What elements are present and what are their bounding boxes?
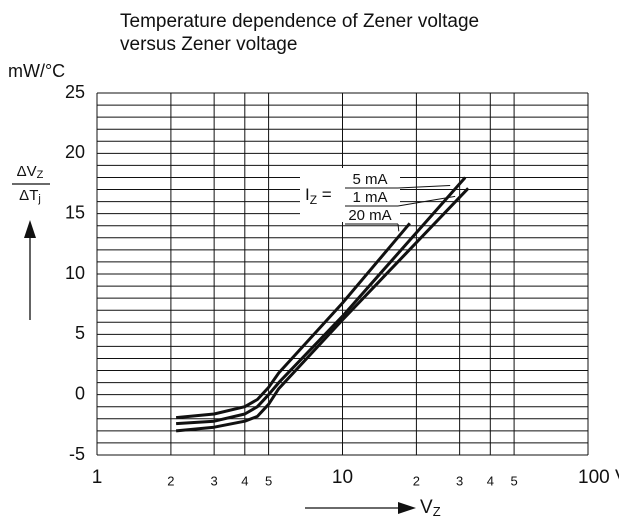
y-unit: mW/°C: [8, 61, 65, 81]
x-tick-label: 2: [413, 473, 420, 488]
legend-title: IZ =: [305, 185, 332, 207]
x-tick-label: 4: [241, 473, 248, 488]
x-label: VZ: [420, 497, 441, 519]
y-tick-label: 15: [65, 202, 85, 222]
legend-title-sub: Z: [310, 193, 317, 207]
y-arrowhead: [24, 220, 36, 238]
y-label-den-main: ΔT: [19, 187, 38, 204]
x-tick-label: 10: [332, 467, 353, 488]
curve: [176, 176, 467, 426]
y-label-num-main: ΔV: [17, 163, 37, 180]
y-tick-label: 10: [65, 263, 85, 283]
legend-label: 1 mA: [352, 189, 387, 206]
y-tick-label: -5: [69, 444, 85, 464]
legend-title-suffix: =: [317, 185, 332, 204]
x-tick-label: 5: [265, 473, 272, 488]
y-label-den-sub: j: [37, 193, 40, 205]
leader: [397, 184, 451, 189]
x-label-sub: Z: [433, 504, 441, 519]
title-line: versus Zener voltage: [120, 34, 297, 55]
x-label-main: V: [420, 497, 433, 518]
x-tick-label: 3: [456, 473, 463, 488]
curve: [175, 222, 411, 420]
x-arrowhead: [398, 502, 416, 514]
y-tick-label: 5: [75, 323, 85, 343]
x-tick-label: 2: [167, 473, 174, 488]
leader: [397, 195, 456, 207]
y-label-num-sub: Z: [37, 169, 44, 181]
label-bg: [340, 168, 400, 222]
label-bg: [300, 168, 340, 218]
x-tick-label: 4: [487, 473, 494, 488]
x-tick-label: 3: [211, 473, 218, 488]
y-label-num: ΔVZ: [17, 163, 44, 181]
y-tick-label: 0: [75, 383, 85, 403]
legend-label: 20 mA: [348, 207, 391, 224]
y-tick-label: 25: [65, 82, 85, 102]
title-line: Temperature dependence of Zener voltage: [120, 11, 479, 32]
legend-title-main: I: [305, 185, 310, 204]
leader: [397, 223, 400, 232]
x-tick-label: 5: [510, 473, 517, 488]
y-tick-label: 20: [65, 142, 85, 162]
x-tick-label: 100 V: [578, 467, 619, 488]
x-tick-label: 1: [92, 467, 103, 488]
curve: [175, 187, 470, 433]
legend-label: 5 mA: [352, 171, 387, 188]
y-label-den: ΔTj: [19, 187, 41, 205]
